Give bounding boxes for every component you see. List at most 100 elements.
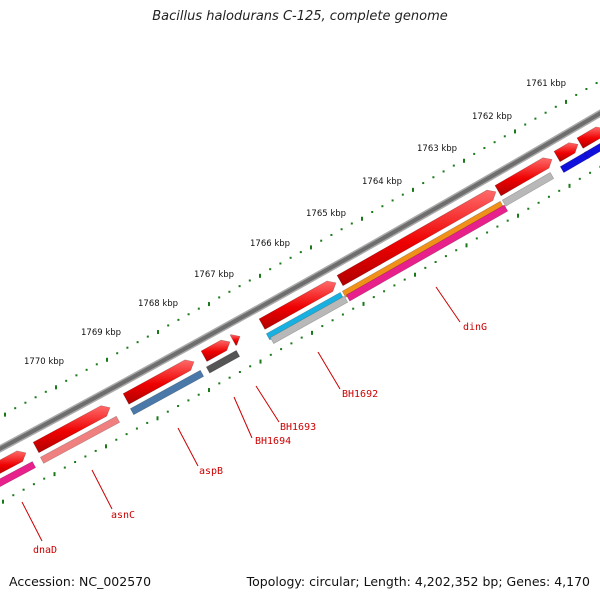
scale-tick-inner-37 xyxy=(383,290,386,293)
scale-tick-outer-8 xyxy=(85,368,88,371)
scale-tick-outer-41 xyxy=(422,182,425,185)
scale-tick-outer-52 xyxy=(534,117,537,120)
scale-tick-inner-49 xyxy=(506,219,509,222)
kbp-label-1762: 1762 kbp xyxy=(472,112,512,122)
scale-tick-outer-30 xyxy=(310,245,312,250)
scale-tick-inner-6 xyxy=(63,466,66,469)
scale-tick-outer-4 xyxy=(44,390,47,393)
scale-tick-inner-31 xyxy=(321,325,324,328)
gene-label-BH1694: BH1694 xyxy=(255,436,291,447)
forward-cds-9 xyxy=(576,126,600,149)
scale-tick-outer-57 xyxy=(585,87,588,90)
forward-cds-7 xyxy=(494,157,553,197)
scale-tick-outer-12 xyxy=(126,346,129,349)
kbp-labels: 1761 kbp 1762 kbp 1763 kbp 1764 kbp 1765… xyxy=(24,79,566,367)
scale-tick-outer-34 xyxy=(350,222,353,225)
gene-label-dinG: dinG xyxy=(463,322,487,333)
scale-tick-outer-55 xyxy=(565,99,567,104)
forward-cds-5 xyxy=(258,280,337,330)
scale-tick-outer-16 xyxy=(167,324,170,327)
scale-tick-inner-57 xyxy=(589,171,592,174)
scale-tick-outer-58 xyxy=(595,82,598,85)
scale-tick-inner-36 xyxy=(372,296,375,299)
scale-tick-inner-29 xyxy=(300,336,303,339)
scale-tick-outer-53 xyxy=(544,111,547,114)
scale-tick-inner-45 xyxy=(465,243,468,248)
scale-tick-outer-33 xyxy=(340,228,343,231)
scale-tick-inner-1 xyxy=(12,494,15,497)
scale-tick-outer-14 xyxy=(146,335,149,338)
scale-tick-inner-15 xyxy=(156,416,159,421)
gene-label-asnC: asnC xyxy=(111,510,135,521)
scale-tick-outer-24 xyxy=(248,279,251,282)
scale-tick-outer-3 xyxy=(34,396,37,399)
scale-tick-inner-14 xyxy=(146,421,149,424)
scale-tick-outer-0 xyxy=(4,412,6,417)
scale-tick-outer-49 xyxy=(503,135,506,138)
scale-tick-inner-21 xyxy=(218,382,221,385)
gene-label-dnaD: dnaD xyxy=(33,545,57,556)
scale-tick-outer-27 xyxy=(279,262,282,265)
scale-tick-inner-53 xyxy=(547,195,550,198)
scale-tick-inner-16 xyxy=(166,410,169,413)
scale-tick-inner-22 xyxy=(228,376,231,379)
gene-labels: dnaD asnC aspB BH1694 BH1693 BH1692 dinG xyxy=(33,322,487,556)
scale-tick-outer-35 xyxy=(361,216,363,221)
scale-tick-inner-10 xyxy=(105,444,107,449)
scale-tick-outer-10 xyxy=(106,357,108,362)
scale-tick-outer-56 xyxy=(575,93,578,96)
scale-tick-outer-47 xyxy=(483,147,486,150)
scale-tick-outer-5 xyxy=(55,385,57,390)
scale-tick-outer-29 xyxy=(299,251,302,254)
scale-tick-inner-34 xyxy=(352,307,355,310)
scale-tick-outer-23 xyxy=(238,285,241,288)
scale-tick-inner-48 xyxy=(496,225,499,228)
scale-tick-inner-50 xyxy=(517,213,519,218)
forward-cds-6 xyxy=(336,189,497,287)
scale-tick-outer-2 xyxy=(24,401,27,404)
kbp-label-1763: 1763 kbp xyxy=(417,144,457,154)
scale-tick-inner-44 xyxy=(455,249,458,252)
forward-cds-0 xyxy=(0,450,27,474)
scale-tick-inner-56 xyxy=(578,177,581,180)
scale-tick-outer-9 xyxy=(95,363,98,366)
reverse-cds-7 xyxy=(345,204,509,302)
scale-tick-outer-26 xyxy=(269,268,272,271)
scale-tick-inner-12 xyxy=(125,433,128,436)
scale-tick-outer-43 xyxy=(442,170,445,173)
scale-tick-inner-27 xyxy=(280,348,283,351)
scale-tick-inner-32 xyxy=(331,319,334,322)
scale-tick-inner-40 xyxy=(414,272,416,277)
kbp-label-1770: 1770 kbp xyxy=(24,357,64,367)
backbone xyxy=(0,109,600,453)
scale-tick-inner-33 xyxy=(341,313,344,316)
reverse-cds-0 xyxy=(0,461,37,488)
kbp-label-1766: 1766 kbp xyxy=(250,239,290,249)
forward-cds-4 xyxy=(229,334,241,346)
kbp-label-1768: 1768 kbp xyxy=(138,299,178,309)
reverse-cds-1 xyxy=(39,415,121,464)
scale-tick-outer-40 xyxy=(412,187,414,192)
scale-tick-outer-48 xyxy=(493,141,496,144)
scale-tick-inner-42 xyxy=(434,260,437,263)
forward-cds-3 xyxy=(200,339,231,362)
scale-tick-inner-28 xyxy=(290,342,293,345)
scale-tick-inner-18 xyxy=(187,399,190,402)
scale-tick-outer-21 xyxy=(218,296,221,299)
reverse-cds-5 xyxy=(269,295,349,345)
gene-label-BH1692: BH1692 xyxy=(342,389,378,400)
kbp-label-1764: 1764 kbp xyxy=(362,177,402,187)
reverse-strand-features xyxy=(0,143,600,488)
scale-tick-outer-32 xyxy=(330,233,333,236)
scale-tick-inner-39 xyxy=(403,278,406,281)
scale-tick-outer-50 xyxy=(514,129,516,134)
scale-tick-inner-7 xyxy=(74,461,77,464)
reverse-cds-3 xyxy=(205,350,241,374)
scale-tick-inner-55 xyxy=(568,183,571,188)
scale-tick-outer-31 xyxy=(320,239,323,242)
scale-tick-inner-20 xyxy=(208,388,210,393)
scale-tick-inner-8 xyxy=(84,455,87,458)
scale-tick-inner-54 xyxy=(558,189,561,192)
forward-cds-1 xyxy=(32,405,111,454)
reverse-cds-2 xyxy=(129,369,205,416)
